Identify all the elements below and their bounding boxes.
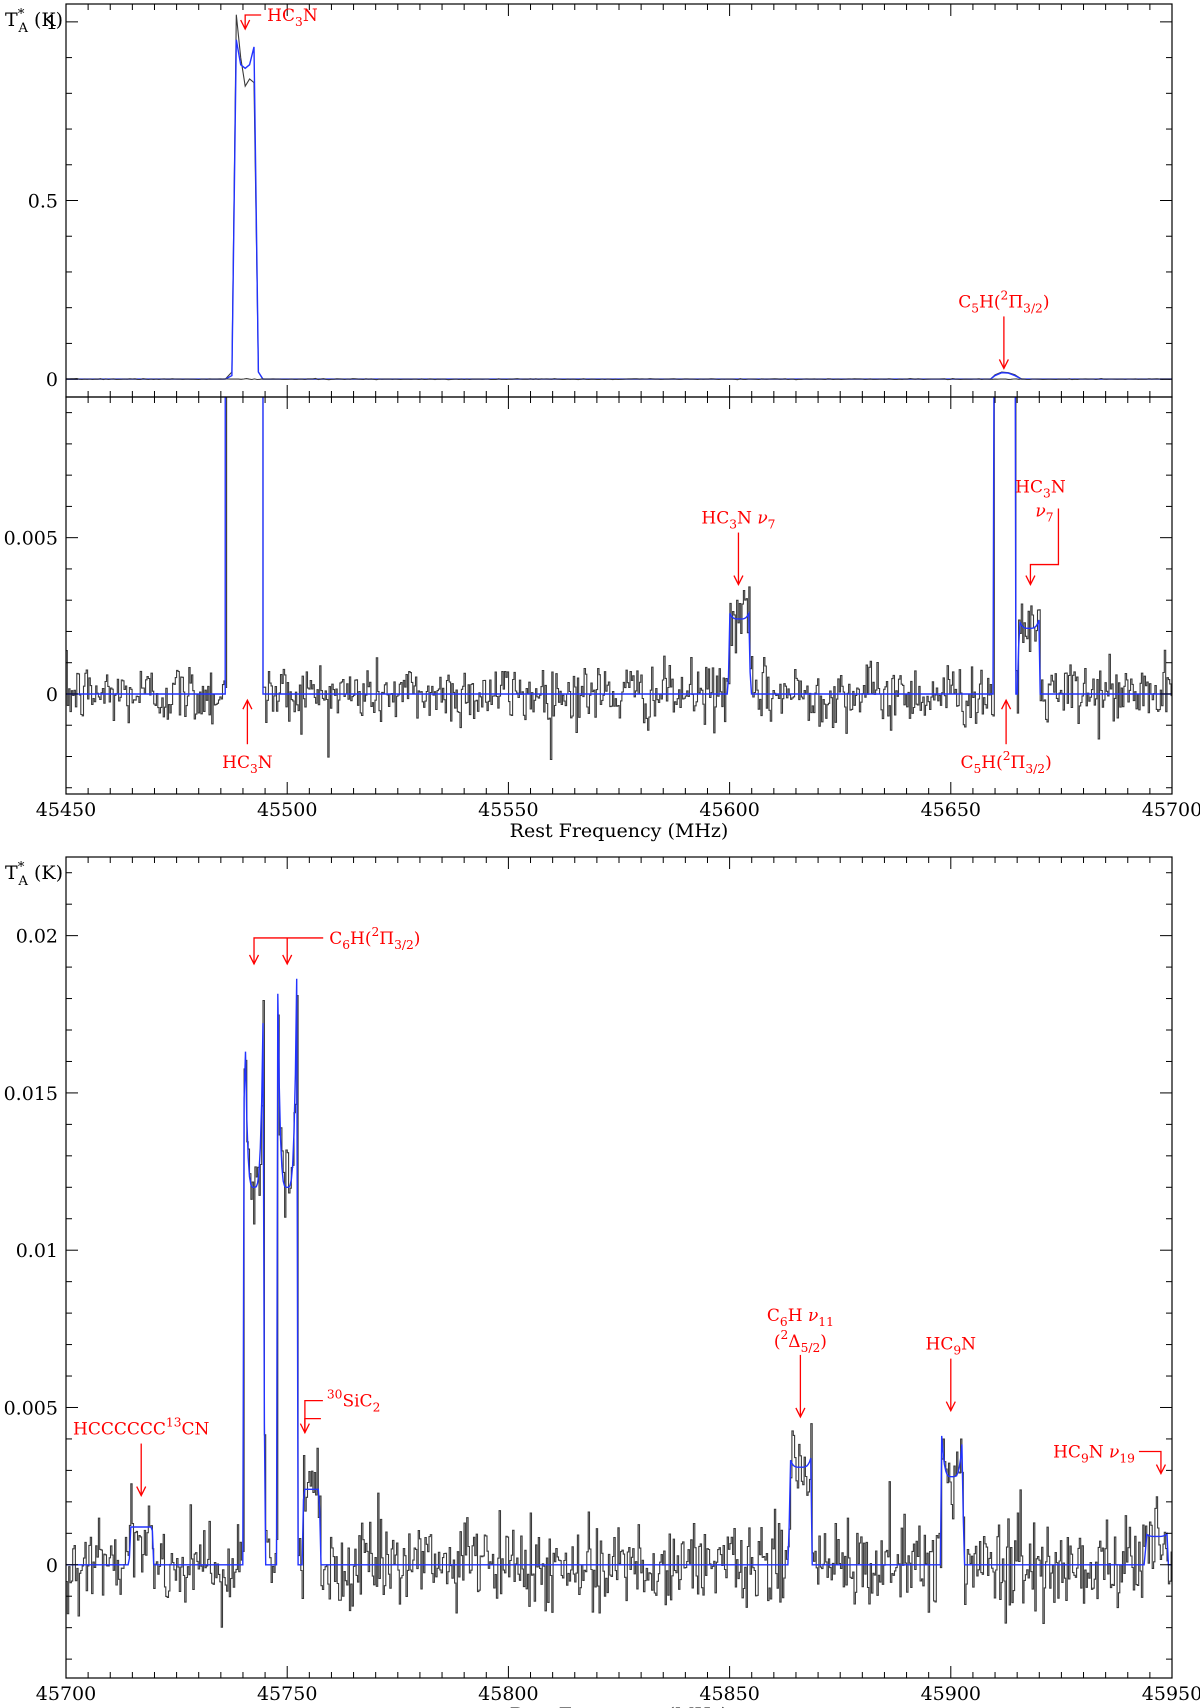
x-tick-label: 45950 [1142, 1683, 1200, 1705]
x-tick-label: 45900 [921, 1683, 981, 1705]
annotation-arrow [304, 1417, 321, 1433]
annotation-c5h-2-3-2-: C5H(2Π3/2) [958, 288, 1050, 370]
arrow-head [733, 575, 744, 587]
arrow-head [1025, 575, 1036, 587]
arrow-head [136, 1486, 147, 1498]
y-tick-label: 0 [46, 684, 58, 706]
arrow-head [998, 359, 1009, 370]
annotation-c5h-2-3-2-: C5H(2Π3/2) [960, 698, 1052, 776]
arrow-head [240, 19, 251, 31]
annotation-c6h-11-2-5-2-: C6H ν11(2Δ5/2) [767, 1306, 834, 1419]
arrow-head [795, 1407, 806, 1419]
x-tick-label: 45500 [257, 799, 317, 821]
annotation-label: HC3N ν7 [701, 509, 775, 532]
annotation-30sic2: 30SiC2 [299, 1388, 380, 1435]
x-tick-label: 45650 [921, 799, 981, 821]
annotation-hc9n-19: HC9N ν19 [1053, 1443, 1167, 1475]
y-tick-label: 0 [46, 369, 58, 391]
annotation-arrow [1138, 1450, 1162, 1474]
x-tick-label: 45700 [1142, 799, 1200, 821]
panel-top-hc3n-full-scale: 0 0.5 1T* A (K) HC3N C5H(2Π3/2) [5, 3, 1173, 398]
arrow-head [242, 698, 253, 710]
arrow-head [1155, 1464, 1167, 1475]
arrow-head [248, 954, 260, 966]
annotation-label: C6H(2Π3/2) [329, 925, 420, 952]
annotation-label: ν7 [1035, 502, 1053, 525]
y-axis-label: T* A (K) [5, 860, 63, 889]
annotation-hc3n-7: HC3N ν7 [701, 509, 775, 587]
x-tick-label: 45700 [36, 1683, 96, 1705]
y-tick-label: 0.01 [16, 1240, 58, 1262]
model-fit-line [66, 397, 1172, 695]
annotation-label: 30SiC2 [327, 1388, 380, 1415]
x-tick-label: 45850 [699, 1683, 759, 1705]
x-tick-label: 45450 [36, 799, 96, 821]
y-axis-label: T* A (K) [5, 7, 63, 36]
arrow-head [282, 954, 293, 966]
spectrum-series [66, 978, 1172, 1628]
x-tick-label: 45600 [699, 799, 759, 821]
annotation-label: C5H(2Π3/2) [960, 749, 1051, 776]
model-fit-line [66, 39, 1172, 380]
y-tick-label: 0 [46, 1555, 58, 1577]
annotation-arrow [253, 937, 324, 964]
model-fit-line [66, 978, 1172, 1566]
annotation-arrow [244, 14, 262, 30]
spectrum-series [66, 14, 1172, 381]
y-tick-label: 0.02 [16, 926, 58, 948]
annotation-label: HC3N [222, 753, 273, 776]
y-tick-label: 1 [46, 12, 58, 34]
annotation-label: HC3N [267, 6, 318, 29]
y-tick-label: 0.005 [4, 1397, 58, 1419]
x-axis-label: Rest Frequency (MHz) [510, 820, 729, 842]
annotation-hc3n: HC3N [222, 698, 273, 776]
observed-spectrum-line [66, 397, 1172, 761]
panel-bottom-45700-45950: 45700 45750 45800 45850 45900 45950 0 0.005 0.01… [4, 856, 1200, 1708]
annotation-arrow [1029, 508, 1060, 585]
annotation-label: HCCCCCC13CN [73, 1416, 209, 1440]
annotation-label: HC9N [926, 1335, 977, 1358]
x-axis-label: Rest Frequency (MHz) [510, 1704, 729, 1708]
x-tick-label: 45550 [478, 799, 538, 821]
annotation-label: HC9N ν19 [1053, 1443, 1135, 1466]
annotation-hc9n: HC9N [926, 1335, 977, 1413]
annotation-hcccccc13cn: HCCCCCC13CN [73, 1416, 209, 1498]
annotation-c6h-2-3-2-: C6H(2Π3/2) [248, 925, 420, 966]
observed-spectrum-line [66, 995, 1172, 1628]
annotation-arrow [304, 1399, 323, 1433]
annotation-hc3n: HC3N [240, 6, 318, 31]
y-tick-label: 0.005 [4, 528, 58, 550]
spectrum-series [66, 397, 1172, 761]
baseline-noise [66, 377, 1171, 381]
annotation-label: HC3N [1015, 478, 1066, 501]
panel-middle-zoom-45450-45700: 45450 45500 45550 45600 45650 45700 0 0.005 Rest… [4, 396, 1200, 842]
x-tick-label: 45800 [478, 1683, 538, 1705]
x-tick-label: 45750 [257, 1683, 317, 1705]
annotation-label: C5H(2Π3/2) [958, 288, 1049, 315]
annotation-label: (2Δ5/2) [774, 1328, 827, 1355]
arrow-head [1001, 698, 1012, 710]
annotation-label: C6H ν11 [767, 1306, 834, 1329]
arrow-head [945, 1401, 956, 1413]
y-tick-label: 0.015 [4, 1083, 58, 1105]
y-tick-label: 0.5 [28, 191, 58, 213]
